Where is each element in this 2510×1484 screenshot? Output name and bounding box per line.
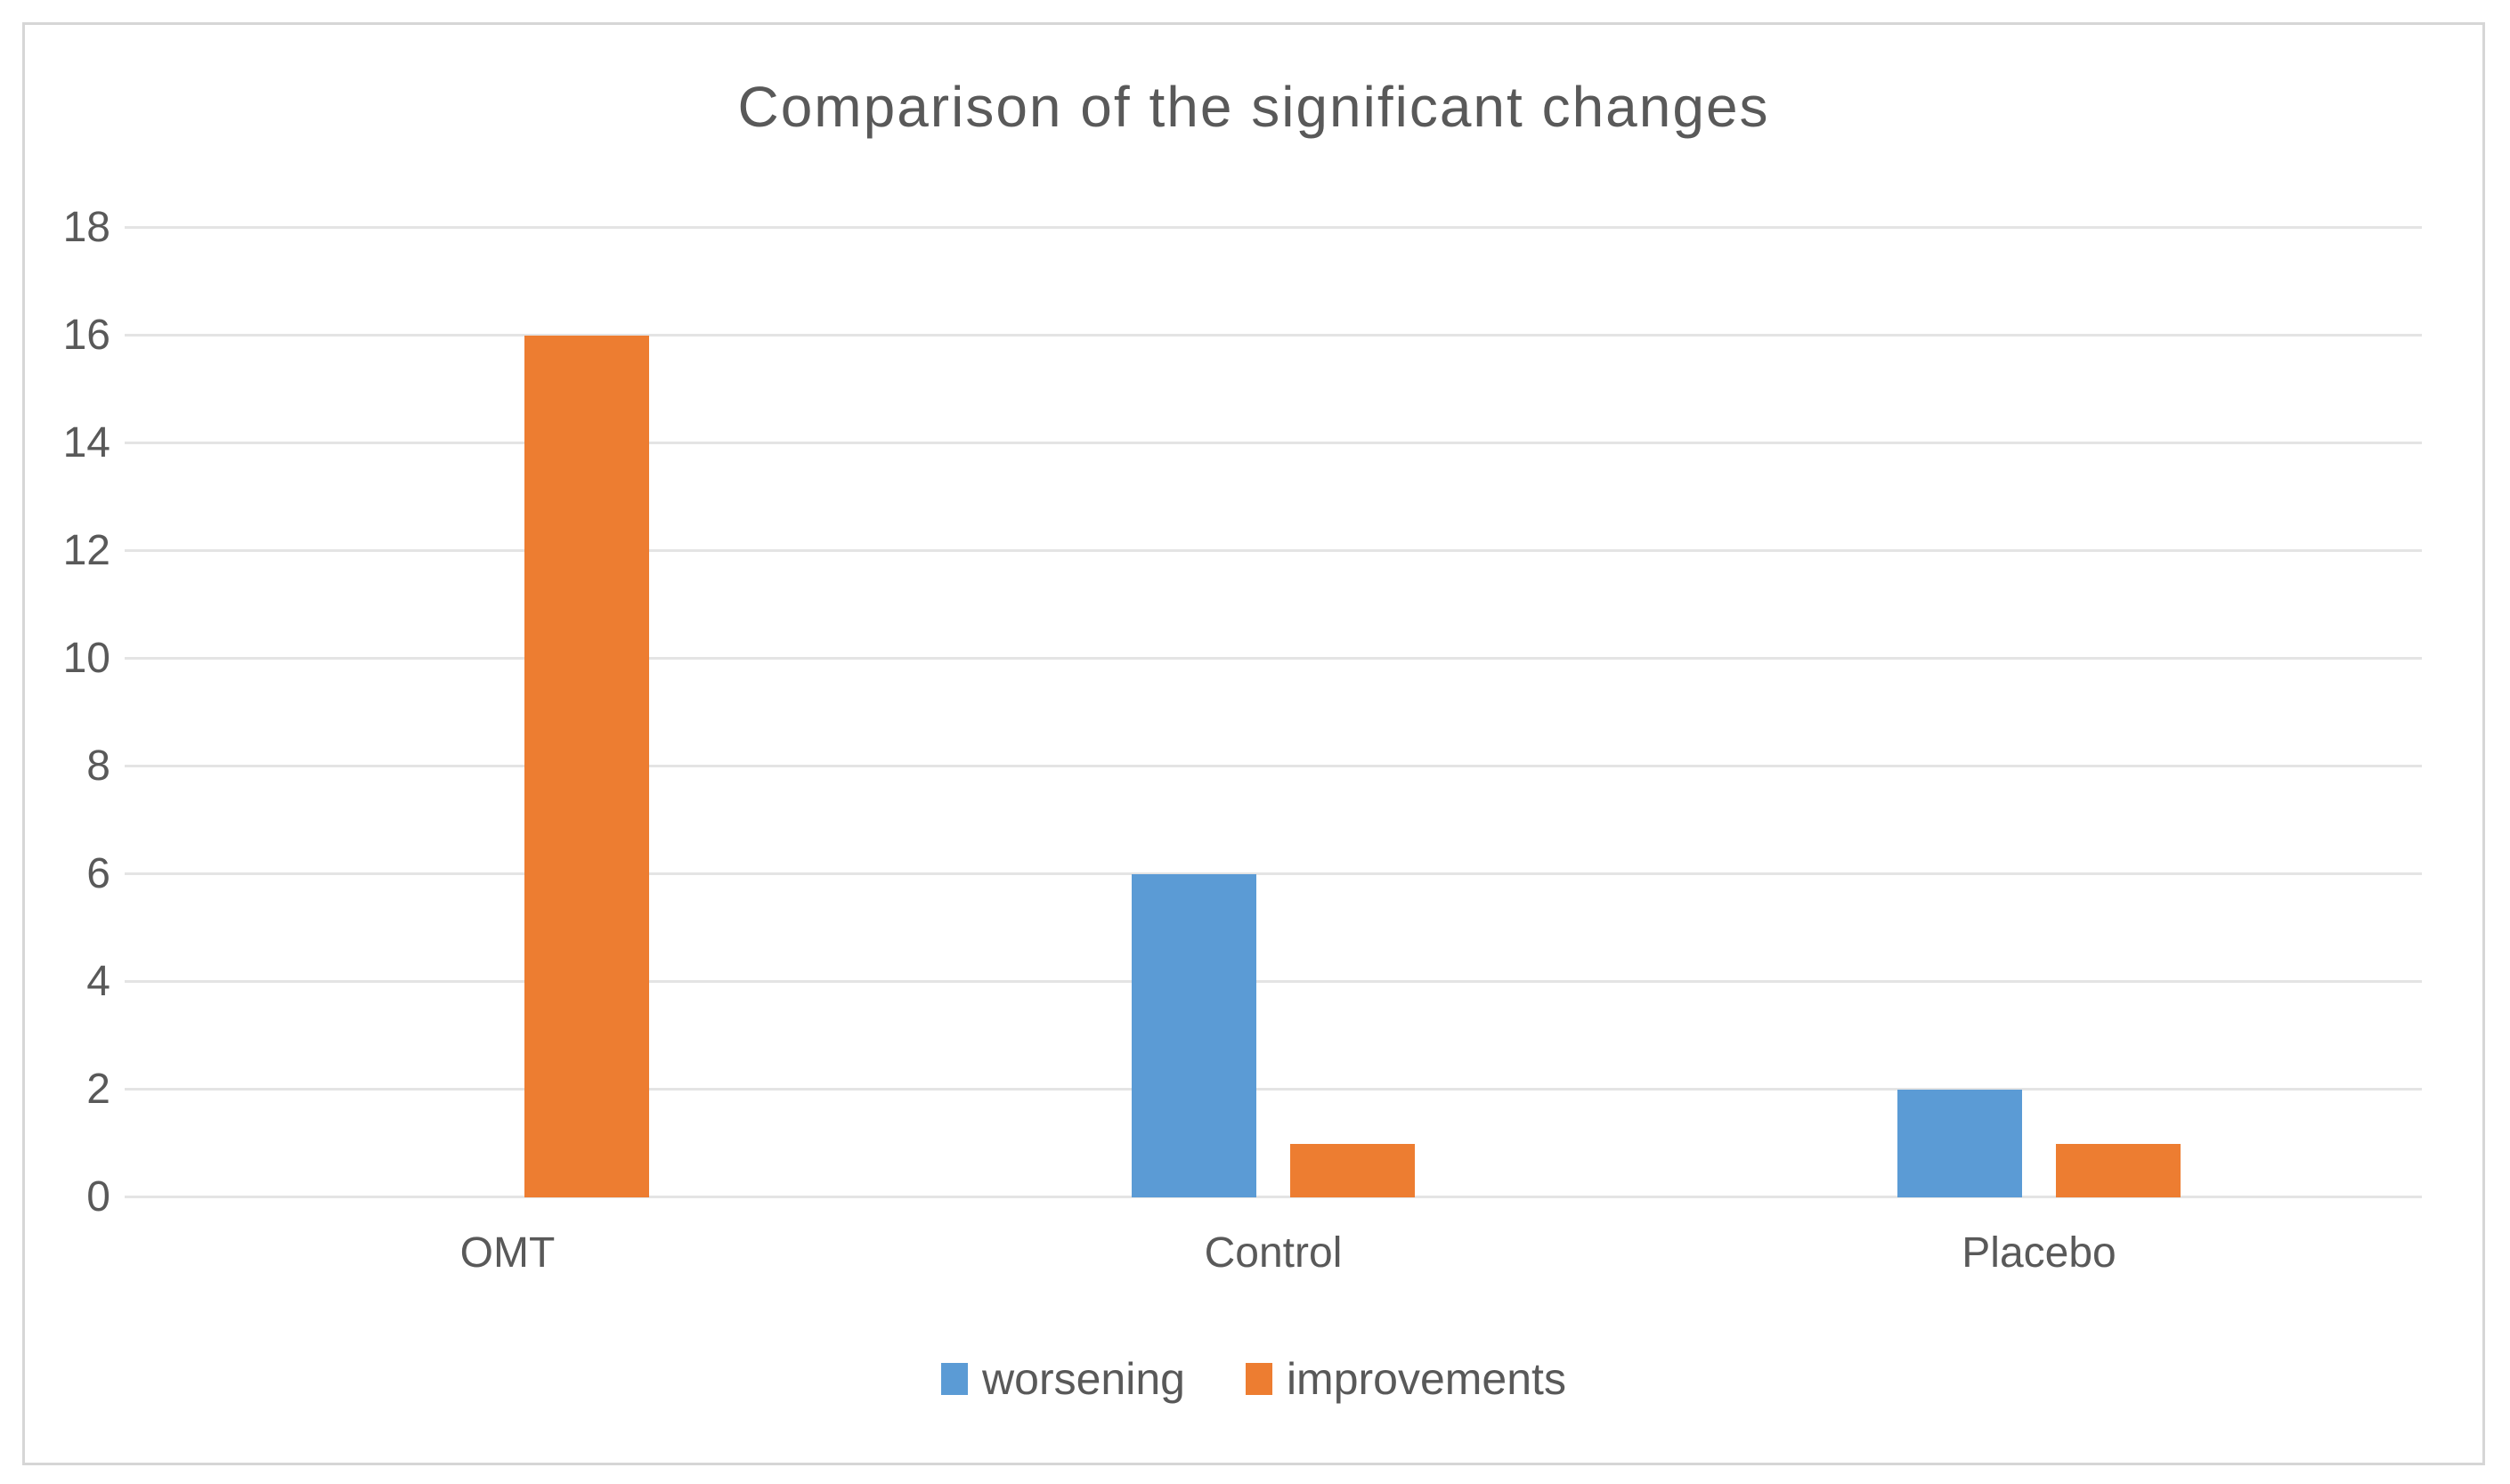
y-tick-label: 14 bbox=[62, 419, 110, 466]
chart-frame: Comparison of the significant changes 0 2… bbox=[22, 22, 2485, 1465]
y-tick-label: 8 bbox=[86, 742, 110, 790]
bar-group-placebo bbox=[1656, 228, 2422, 1197]
y-tick-label: 4 bbox=[86, 958, 110, 1005]
legend-swatch-improvements bbox=[1245, 1363, 1272, 1395]
bar-group-omt bbox=[125, 228, 890, 1197]
y-tick-label: 16 bbox=[62, 312, 110, 359]
x-axis-labels: OMT Control Placebo bbox=[125, 1229, 2422, 1277]
y-tick-label: 2 bbox=[86, 1066, 110, 1113]
gridline bbox=[125, 872, 2422, 876]
plot-area bbox=[125, 226, 2422, 1198]
chart-title: Comparison of the significant changes bbox=[737, 75, 1770, 139]
y-tick-label: 18 bbox=[62, 204, 110, 251]
y-tick-label: 6 bbox=[86, 850, 110, 897]
legend-label: worsening bbox=[982, 1354, 1185, 1404]
y-tick-label: 12 bbox=[62, 527, 110, 574]
bar-group-control bbox=[890, 228, 1656, 1197]
gridline bbox=[125, 442, 2422, 444]
bar-worsening bbox=[1897, 1090, 2022, 1197]
y-tick-label: 0 bbox=[86, 1173, 110, 1220]
bar-improvements bbox=[2056, 1143, 2181, 1197]
legend-item-worsening: worsening bbox=[941, 1353, 1185, 1405]
y-tick-label: 10 bbox=[62, 635, 110, 682]
x-tick-label: OMT bbox=[459, 1229, 556, 1277]
legend-swatch-worsening bbox=[941, 1363, 969, 1395]
legend-item-improvements: improvements bbox=[1245, 1353, 1566, 1405]
gridline bbox=[125, 1088, 2422, 1091]
gridline bbox=[125, 549, 2422, 553]
bar-improvements bbox=[524, 336, 649, 1197]
bar-worsening bbox=[1132, 874, 1256, 1197]
gridline bbox=[125, 980, 2422, 984]
gridline bbox=[125, 226, 2422, 229]
gridline bbox=[125, 765, 2422, 768]
y-axis-labels: 0 2 4 6 8 10 12 14 16 18 bbox=[25, 207, 110, 1219]
legend: worsening improvements bbox=[25, 1353, 2482, 1405]
x-tick-label: Placebo bbox=[1962, 1229, 2116, 1277]
legend-label: improvements bbox=[1286, 1354, 1566, 1404]
gridline bbox=[125, 334, 2422, 337]
bar-improvements bbox=[1290, 1143, 1415, 1197]
x-tick-label: Control bbox=[1204, 1229, 1343, 1277]
gridline bbox=[125, 1196, 2422, 1198]
gridline bbox=[125, 657, 2422, 660]
